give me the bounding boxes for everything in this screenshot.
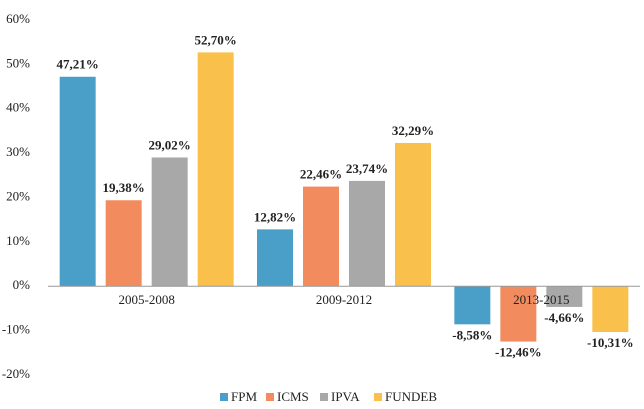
value-label: 19,38% — [103, 180, 145, 195]
legend-label: FUNDEB — [385, 389, 437, 404]
y-tick-label: 50% — [6, 55, 30, 70]
value-label: -8,58% — [452, 327, 492, 342]
bar — [349, 180, 385, 287]
y-tick-label: 40% — [6, 100, 30, 115]
legend-label: IPVA — [331, 389, 360, 404]
y-tick-label: -10% — [2, 322, 30, 337]
y-tick-label: 30% — [6, 144, 30, 159]
value-label: 52,70% — [195, 32, 237, 47]
value-label: 12,82% — [254, 209, 296, 224]
value-label: 32,29% — [392, 123, 434, 138]
bar — [197, 52, 234, 287]
legend-label: ICMS — [277, 389, 309, 404]
x-tick-label: 2013-2015 — [513, 292, 569, 307]
y-tick-label: 10% — [6, 233, 30, 248]
bar — [59, 76, 96, 287]
legend-label: FPM — [231, 389, 257, 404]
x-tick-label: 2009-2012 — [316, 292, 372, 307]
value-label: 23,74% — [346, 161, 388, 176]
value-label: -4,66% — [544, 310, 584, 325]
y-tick-label: 20% — [6, 188, 30, 203]
bar — [257, 229, 293, 287]
legend-swatch — [320, 393, 328, 401]
bar — [151, 157, 188, 287]
bar — [303, 186, 339, 287]
x-tick-label: 2005-2008 — [118, 292, 174, 307]
bar — [546, 286, 583, 307]
y-tick-label: -20% — [2, 366, 30, 381]
bar — [454, 286, 491, 325]
value-label: 22,46% — [300, 167, 342, 182]
bar — [500, 286, 537, 342]
value-label: 47,21% — [57, 57, 99, 72]
legend-swatch — [374, 393, 382, 401]
y-tick-label: 60% — [6, 11, 30, 26]
value-label: -10,31% — [587, 335, 634, 350]
legend-swatch — [266, 393, 274, 401]
y-tick-label: 0% — [13, 277, 31, 292]
bar — [395, 142, 431, 287]
value-label: -12,46% — [495, 345, 542, 360]
bar — [105, 200, 142, 287]
bar — [592, 286, 629, 333]
value-label: 29,02% — [149, 137, 191, 152]
legend-swatch — [220, 393, 228, 401]
